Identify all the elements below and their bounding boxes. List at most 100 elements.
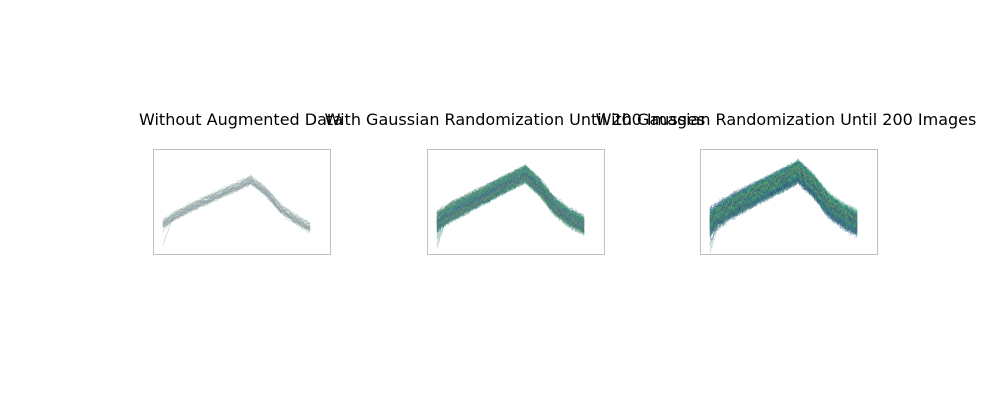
panel-1-trace: [162, 180, 311, 231]
panel-2-trace: [436, 170, 585, 227]
panel-3-trace: [709, 164, 858, 219]
panel-2-trace: [436, 179, 585, 234]
panel-2-trace: [436, 166, 585, 222]
panel-3-trace: [709, 178, 858, 233]
panel-2-trace: [436, 166, 585, 222]
panel-3-trace: [709, 167, 858, 222]
panel-3-trace: [709, 171, 858, 226]
panel-2-trace: [436, 172, 585, 226]
panel-2-trace: [436, 169, 585, 223]
panel-3-frame: [700, 149, 878, 255]
panel-2-trace: [436, 179, 585, 234]
panel-2-trace: [436, 170, 585, 222]
panel-3-trace: [709, 164, 858, 221]
panel-3-trace: [709, 166, 858, 222]
panel-3-trace: [709, 162, 858, 218]
panel-3-trace: [709, 167, 858, 223]
panel-2-trace: [436, 173, 585, 224]
panel-2-trace: [436, 177, 585, 237]
panel-2-trace: [436, 173, 585, 226]
panel-2-trace: [436, 173, 585, 229]
panel-2-trace: [436, 166, 585, 222]
panel-2-trace: [436, 179, 585, 234]
panel-3-trace: [709, 177, 858, 234]
panel-3-trace: [709, 169, 858, 226]
panel-2-trace: [436, 166, 585, 223]
panel-3-trace: [709, 168, 858, 225]
panel-3-trace: [709, 163, 858, 221]
panel-3-traces: [709, 158, 858, 254]
panel-2-trace: [436, 174, 585, 227]
panel-3-trace: [709, 165, 858, 221]
panel-2-trace: [436, 165, 585, 222]
panel-3-trace: [709, 179, 858, 252]
panel-3-trace: [709, 166, 858, 236]
panel-3-trace: [709, 165, 858, 223]
panel-3-trace: [709, 174, 858, 232]
panel-1-trace: [162, 178, 311, 230]
panel-2-trace: [436, 180, 585, 233]
panel-3-trace: [709, 170, 858, 226]
panel-2-trace: [436, 175, 585, 234]
panel-2-trace: [436, 179, 585, 235]
panel-2-trace: [436, 174, 585, 228]
panel-3-trace: [709, 178, 858, 236]
panel-3-trace: [709, 165, 858, 220]
panel-2-trace: [436, 168, 585, 223]
panel-1-trace: [162, 179, 311, 231]
panel-2-trace: [436, 180, 585, 232]
panel-3-trace: [709, 167, 858, 223]
panel-3-trace: [709, 181, 858, 248]
panel-2-trace: [436, 173, 585, 226]
panel-3-trace: [709, 168, 858, 221]
panel-3-trace: [709, 160, 858, 217]
panel-2-trace: [436, 176, 585, 233]
panel-3-trace: [709, 174, 858, 237]
panel-2-trace: [436, 169, 585, 225]
panel-2-trace: [436, 167, 585, 224]
panel-2-trace: [436, 164, 585, 222]
panel-2-trace: [436, 178, 585, 231]
panel-2-trace: [436, 176, 585, 231]
panel-3-trace: [709, 173, 858, 230]
panel-2-trace: [436, 178, 585, 233]
panel-2-trace: [436, 178, 585, 232]
panel-2-trace: [436, 174, 585, 229]
panel-3-trace: [709, 168, 858, 223]
panel-3-trace: [709, 176, 858, 232]
panel-2-trace: [436, 165, 585, 222]
panel-3-trace: [709, 163, 858, 219]
panel-3-trace: [709, 160, 858, 213]
panel-2-trace: [436, 170, 585, 226]
panel-3-trace: [709, 161, 858, 219]
panel-2-trace: [436, 171, 585, 226]
panel-2-trace: [436, 170, 585, 231]
panel-2-trace: [436, 168, 585, 226]
panel-2-trace: [436, 169, 585, 227]
panel-2-traces: [436, 164, 585, 249]
panel-2-trace: [436, 168, 585, 224]
panel-2-trace: [436, 170, 585, 225]
panel-3-trace: [709, 165, 858, 221]
panel-3-trace: [709, 166, 858, 223]
panel-3-trace: [709, 172, 858, 230]
panel-2-trace: [436, 167, 585, 221]
panel-2-trace: [436, 164, 585, 229]
panel-2-trace: [436, 165, 585, 218]
panel-3-trace: [709, 167, 858, 225]
panel-1-trace: [162, 183, 311, 234]
panel-3-trace: [709, 178, 858, 232]
panel-2-trace: [436, 180, 585, 230]
panel-2-trace: [436, 170, 585, 223]
panel-3-trace: [709, 175, 858, 233]
panel-2-trace: [436, 176, 585, 234]
panel-2-trace: [436, 166, 585, 221]
panel-2-trace: [436, 177, 585, 231]
panel-2-trace: [436, 175, 585, 227]
panel-2-trace: [436, 179, 585, 233]
panel-2-trace: [436, 172, 585, 224]
panel-2-trace: [436, 176, 585, 233]
panel-2-trace: [436, 168, 585, 225]
panel-2-trace: [436, 166, 585, 220]
panel-2-trace: [436, 178, 585, 236]
